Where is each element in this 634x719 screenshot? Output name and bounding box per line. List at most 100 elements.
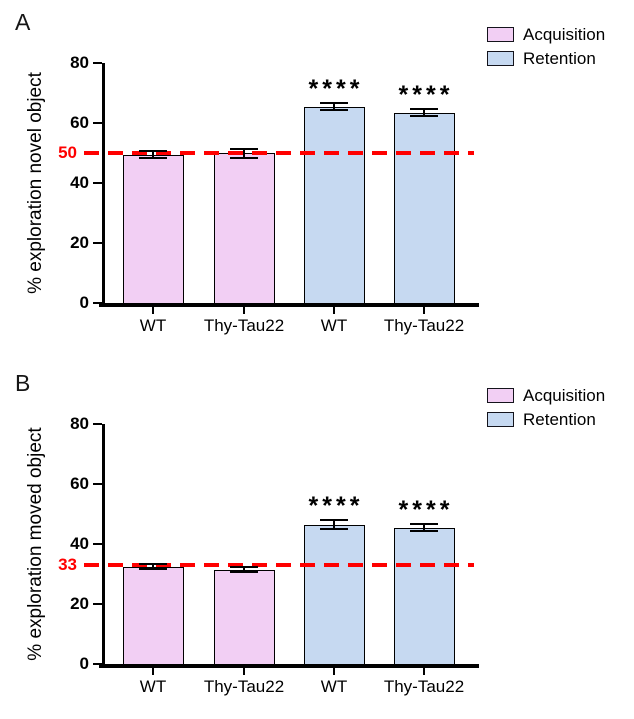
bar-thy-tau22-acquisition [213,153,275,303]
panel-label: A [15,9,31,35]
y-tick-label: 0 [79,654,89,673]
x-tick-mark [332,667,336,675]
plot-area: 0 20 40 60 80 33 WT Thy-Tau22 **** WT **** Thy-Tau2… [58,414,479,696]
error-cap-top-wt-retention [320,519,348,521]
x-tick-mark [332,306,336,314]
legend-item-acquisition: Acquisition [487,385,606,405]
error-cap-top-thy-tau22-retention [410,107,438,110]
y-tick-mark [93,542,102,546]
reference-value-label: 33 [58,555,77,574]
significance-stars-wt-retention: **** [308,74,364,103]
y-tick-mark [93,662,102,666]
bar-thy-tau22-retention [393,527,455,664]
y-axis-line [102,63,105,306]
y-tick-mark [93,422,102,426]
error-cap-top-thy-tau22-acquisition [230,147,258,150]
legend-label-acquisition: Acquisition [523,385,606,405]
x-tick-label-thy-tau22-acquisition: Thy-Tau22 [203,316,285,335]
y-tick-label: 80 [70,53,89,72]
y-axis-line [102,424,105,667]
bar-wt-acquisition [122,566,184,664]
y-tick-mark [93,181,102,185]
error-cap-bottom-thy-tau22-acquisition [230,156,258,159]
significance-stars-wt-retention: **** [308,492,364,520]
error-cap-bottom-thy-tau22-acquisition [230,570,258,573]
x-tick-label-wt-retention: WT [320,677,348,696]
bar-wt-retention [303,524,365,664]
y-tick-mark [93,241,102,245]
x-tick-label-wt-retention: WT [320,316,348,335]
legend-label-acquisition: Acquisition [523,24,606,44]
y-tick-label: 40 [70,173,89,192]
x-tick-label-wt-acquisition: WT [139,677,167,696]
y-tick-mark [93,61,102,65]
error-cap-top-wt-acquisition [139,563,167,566]
x-tick-mark [422,306,426,314]
bar-thy-tau22-acquisition [213,569,275,664]
legend-label-retention: Retention [523,48,596,68]
error-bar-thy-tau22-acquisition [243,148,245,158]
y-tick-label: 0 [79,293,89,312]
legend-label-retention: Retention [523,409,596,429]
error-bar-thy-tau22-retention [423,523,425,532]
y-tick-mark [93,482,102,486]
significance-stars-thy-tau22-retention: **** [398,495,454,524]
error-cap-top-wt-retention [320,101,348,104]
y-axis-title: % exploration moved object [25,427,46,661]
plot-area: 0 20 40 60 80 50 WT Thy-Tau22 **** WT **** Thy-Tau2… [58,53,479,335]
error-cap-top-wt-acquisition [139,149,167,152]
error-cap-bottom-wt-acquisition [139,157,167,160]
y-tick-label: 40 [70,534,89,553]
reference-value-label: 50 [58,143,77,162]
y-tick-label: 20 [70,594,89,613]
x-axis-line [99,664,479,668]
legend-item-retention: Retention [487,48,605,68]
panel-label: B [15,370,31,396]
x-tick-mark [422,667,426,675]
x-tick-mark [151,306,155,314]
x-tick-label-wt-acquisition: WT [139,316,167,335]
y-tick-label: 60 [70,474,89,493]
error-cap-bottom-thy-tau22-retention [410,530,438,533]
error-bar-thy-tau22-acquisition [243,567,245,572]
error-bar-thy-tau22-retention [423,108,425,117]
bar-wt-retention [303,106,365,303]
error-cap-top-thy-tau22-retention [410,522,438,525]
panel-a: A % exploration novel object Acquisition… [0,0,634,358]
legend-item-acquisition: Acquisition [487,24,606,44]
x-tick-label-thy-tau22-retention: Thy-Tau22 [383,316,465,335]
bar-wt-acquisition [122,154,184,303]
legend-item-retention: Retention [487,409,605,429]
reference-dashed-line [84,151,474,155]
error-cap-bottom-thy-tau22-retention [410,115,438,118]
error-bar-wt-retention [333,520,335,529]
legend: Acquisition Retention [487,385,606,435]
y-tick-mark [93,121,102,125]
legend-swatch-acquisition [487,388,514,403]
legend-swatch-retention [487,412,514,427]
bar-thy-tau22-retention [393,112,455,303]
legend: Acquisition Retention [487,24,606,74]
legend-swatch-acquisition [487,27,514,42]
error-bar-wt-retention [333,102,335,111]
error-bar-wt-acquisition [152,564,154,569]
x-tick-mark [242,667,246,675]
x-tick-label-thy-tau22-acquisition: Thy-Tau22 [203,677,285,696]
y-tick-label: 60 [70,113,89,132]
error-cap-bottom-wt-retention [320,528,348,530]
error-cap-bottom-wt-retention [320,109,348,112]
error-cap-top-thy-tau22-acquisition [230,566,258,569]
x-tick-mark [151,667,155,675]
y-tick-mark [93,301,102,305]
significance-stars-thy-tau22-retention: **** [398,80,454,109]
y-tick-label: 80 [70,414,89,433]
panel-b: B % exploration moved object Acquisition… [0,361,634,719]
x-axis-line [99,303,479,307]
x-tick-mark [242,306,246,314]
x-tick-label-thy-tau22-retention: Thy-Tau22 [383,677,465,696]
reference-dashed-line [84,563,474,567]
error-bar-wt-acquisition [152,150,154,159]
y-tick-mark [93,602,102,606]
error-cap-bottom-wt-acquisition [139,567,167,570]
